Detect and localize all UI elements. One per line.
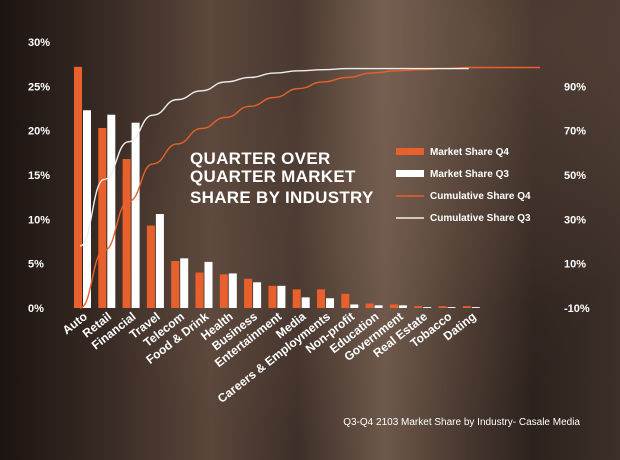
- left-tick-label: 25%: [28, 81, 50, 93]
- bar-q4: [171, 261, 180, 308]
- line-cumulative-q3: [79, 67, 469, 247]
- bar-q4: [341, 293, 350, 308]
- cumulative-lines: [79, 66, 540, 309]
- bar-q3: [180, 258, 189, 308]
- title-line-3: SHARE BY INDUSTRY: [190, 188, 374, 207]
- bar-q4: [74, 66, 82, 309]
- bar-q3: [447, 307, 456, 308]
- bar-q4: [317, 289, 325, 308]
- bar-q3: [350, 304, 359, 308]
- right-tick-label: 90%: [564, 81, 586, 93]
- bar-q3: [471, 307, 480, 308]
- title-line-1: QUARTER OVER: [190, 149, 331, 168]
- right-tick-label: -10%: [564, 303, 590, 315]
- bar-q3: [155, 214, 164, 308]
- bar-q4: [146, 225, 155, 308]
- right-axis: -10% 10% 30% 50% 70% 90%: [564, 81, 590, 315]
- bar-q3: [228, 273, 237, 308]
- left-tick-label: 30%: [28, 37, 50, 49]
- bar-q4: [122, 159, 131, 308]
- bar-q4: [98, 128, 107, 308]
- bar-q4: [244, 278, 253, 308]
- title-line-2: QUARTER MARKET: [190, 167, 356, 186]
- right-tick-label: 10%: [564, 259, 586, 271]
- legend-label-q4: Market Share Q4: [430, 147, 509, 158]
- line-cumulative-q4: [79, 66, 540, 309]
- bar-q3: [204, 261, 213, 308]
- bar-q4: [292, 289, 301, 308]
- legend: Market Share Q4 Market Share Q3 Cumulati…: [396, 147, 531, 224]
- bar-q4: [389, 304, 398, 308]
- legend-swatch-q4: [396, 148, 424, 155]
- bar-q3: [83, 110, 91, 308]
- bar-q3: [301, 297, 310, 308]
- left-tick-label: 10%: [28, 214, 50, 226]
- right-tick-label: 30%: [564, 214, 586, 226]
- right-tick-label: 70%: [564, 126, 586, 138]
- bar-q4: [414, 306, 423, 308]
- left-tick-label: 20%: [28, 126, 50, 138]
- bar-q4: [438, 306, 447, 308]
- legend-swatch-q3: [396, 170, 424, 177]
- bar-q4: [268, 285, 277, 308]
- bar-q4: [219, 274, 228, 308]
- legend-label-cum-q3: Cumulative Share Q3: [430, 213, 531, 224]
- bars: [74, 66, 480, 309]
- bar-q4: [462, 306, 471, 308]
- bar-q3: [131, 122, 140, 308]
- bar-q3: [326, 298, 334, 308]
- chart-title: QUARTER OVER QUARTER MARKET SHARE BY IND…: [190, 149, 374, 207]
- right-tick-label: 50%: [564, 170, 586, 182]
- legend-label-cum-q4: Cumulative Share Q4: [430, 191, 531, 202]
- bar-q3: [398, 305, 407, 308]
- bar-q4: [365, 303, 374, 308]
- bar-q3: [423, 307, 432, 308]
- bar-q3: [277, 285, 286, 308]
- bar-q3: [107, 114, 116, 308]
- source-note: Q3-Q4 2103 Market Share by Industry- Cas…: [343, 417, 580, 428]
- bar-q4: [195, 272, 204, 308]
- legend-label-q3: Market Share Q3: [430, 169, 509, 180]
- left-tick-label: 5%: [28, 259, 44, 271]
- left-axis: 0% 5% 10% 15% 20% 25% 30%: [28, 37, 50, 315]
- bar-q3: [374, 305, 383, 308]
- left-tick-label: 0%: [28, 303, 44, 315]
- bar-q3: [253, 282, 262, 308]
- left-tick-label: 15%: [28, 170, 50, 182]
